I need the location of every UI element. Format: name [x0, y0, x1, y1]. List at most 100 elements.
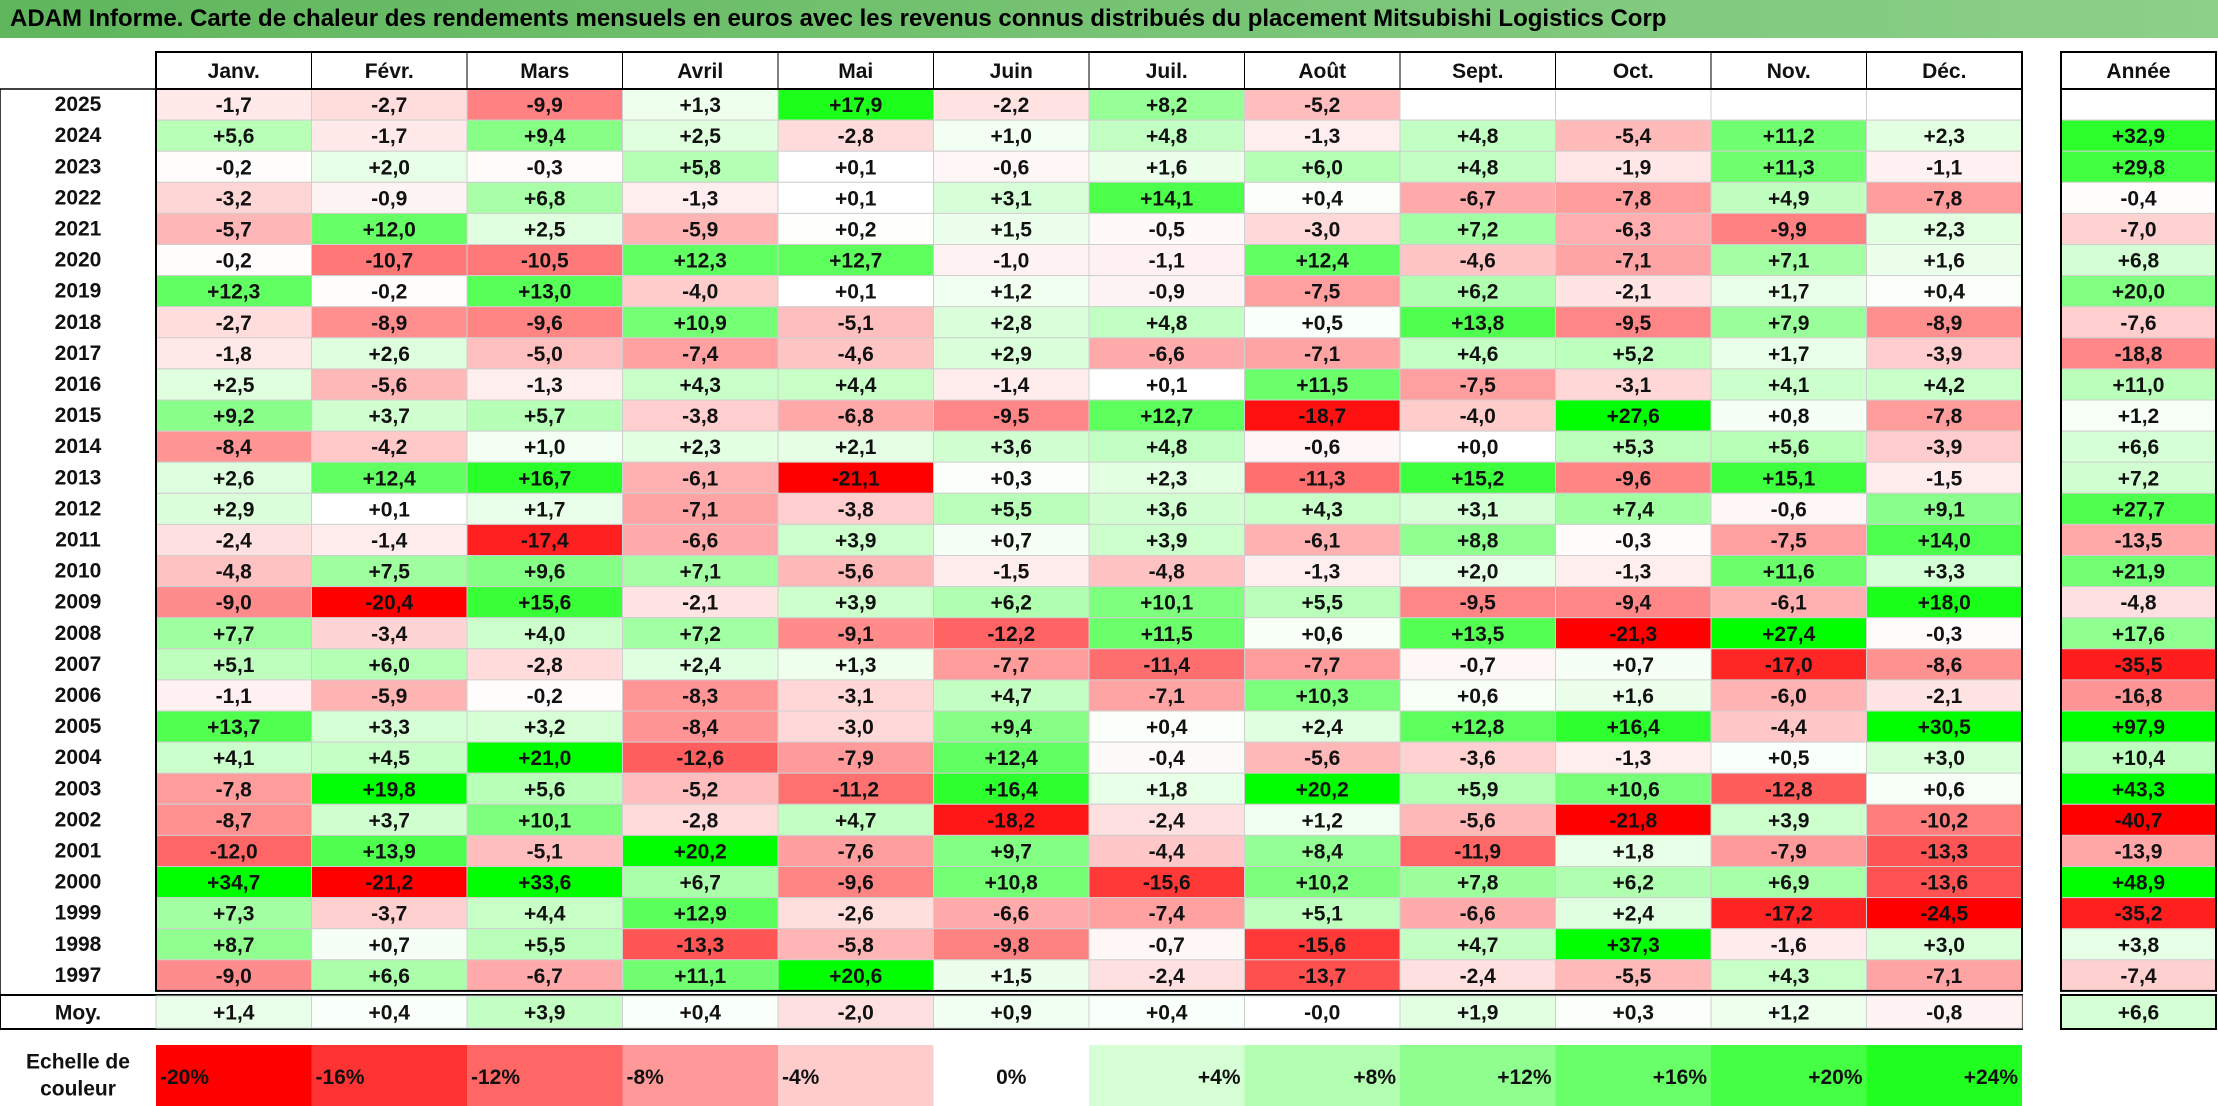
heatmap-cell: [1399, 523, 1556, 557]
heatmap-cell: [466, 866, 623, 899]
heatmap-cell: [622, 866, 779, 899]
cell-value: +0,6: [1457, 685, 1498, 708]
heatmap-cell: [777, 461, 934, 494]
heatmap-cell: [466, 244, 623, 277]
cell-value: +9,2: [213, 405, 254, 428]
heatmap-cell: [1399, 555, 1556, 588]
heatmap-cell: [1710, 150, 1867, 183]
month-header-5: Mai: [838, 60, 873, 83]
color-scale-stop: -12%: [471, 1066, 520, 1089]
annual-value: -0,4: [2120, 187, 2157, 210]
cell-value: -13,7: [1298, 965, 1346, 988]
cell-value: +4,7: [1457, 934, 1498, 957]
heatmap-cell: [1244, 399, 1401, 432]
cell-value: +4,3: [1768, 965, 1809, 988]
cell-value: +3,9: [835, 529, 876, 552]
cell-value: +2,4: [680, 654, 722, 677]
annual-value: +11,0: [2113, 374, 2165, 397]
heatmap-cell: [311, 181, 468, 214]
color-scale-label-line2: couleur: [40, 1078, 116, 1101]
heatmap-cell: [1710, 88, 1867, 121]
cell-value: +3,9: [1768, 809, 1809, 832]
cell-value: -1,3: [1304, 125, 1340, 148]
cell-value: +5,1: [1302, 903, 1344, 926]
average-cell: [933, 995, 1090, 1029]
color-scale-stop: 0%: [996, 1066, 1027, 1089]
cell-value: +1,2: [991, 281, 1032, 304]
cell-value: +6,0: [1302, 156, 1343, 179]
cell-value: +37,3: [1607, 934, 1660, 957]
heatmap-cell: [622, 928, 779, 961]
color-scale-stop: +12%: [1497, 1066, 1552, 1089]
heatmap-cell: [311, 368, 468, 401]
cell-value: +2,1: [835, 436, 877, 459]
cell-value: -5,1: [527, 840, 564, 863]
heatmap-cell: [1088, 368, 1245, 401]
heatmap-cell: [1866, 430, 2023, 463]
cell-value: -10,5: [521, 250, 569, 273]
cell-value: -2,1: [682, 592, 719, 615]
heatmap-cell: [933, 88, 1090, 121]
cell-value: +11,5: [1141, 623, 1193, 646]
annual-value: -16,8: [2115, 685, 2163, 708]
heatmap-cell: [466, 679, 623, 712]
cell-value: +1,2: [1302, 809, 1343, 832]
heatmap-cell: [1399, 337, 1556, 370]
cell-value: -3,8: [682, 405, 719, 428]
average-cell: [777, 995, 934, 1029]
cell-value: -1,3: [1615, 561, 1651, 584]
annual-cell: [2060, 119, 2217, 152]
cell-value: +9,4: [991, 716, 1033, 739]
heatmap-cell: [933, 741, 1090, 774]
cell-value: +2,6: [213, 467, 254, 490]
cell-value: +1,0: [991, 125, 1032, 148]
cell-value: -13,6: [1920, 872, 1968, 895]
heatmap-cell: [1088, 523, 1245, 557]
heatmap-cell: [1244, 803, 1401, 836]
heatmap-cell: [1399, 866, 1556, 899]
cell-value: +10,6: [1607, 778, 1660, 801]
cell-value: +0,4: [1302, 187, 1344, 210]
cell-value: +5,2: [1613, 343, 1654, 366]
heatmap-cell: [933, 959, 1090, 992]
heatmap-cell: [466, 492, 623, 525]
color-scale-stop: -8%: [627, 1066, 665, 1089]
heatmap-cell: [1399, 430, 1556, 463]
heatmap-cell: [777, 679, 934, 712]
heatmap-cell: [1088, 150, 1245, 183]
cell-value: +7,9: [1768, 312, 1809, 335]
cell-value: -0,3: [1615, 529, 1651, 552]
heatmap-cell: [311, 586, 468, 619]
heatmap-cell: [155, 741, 312, 774]
heatmap-cell: [1866, 617, 2023, 650]
heatmap-cell: [311, 866, 468, 899]
heatmap-cell: [1555, 430, 1712, 463]
heatmap-cell: [777, 306, 934, 339]
heatmap-cell: [311, 648, 468, 681]
cell-value: +1,7: [1768, 281, 1809, 304]
month-header-4: Avril: [677, 60, 723, 83]
heatmap-cell: [777, 928, 934, 961]
cell-value: +3,3: [369, 716, 410, 739]
annual-value: -7,6: [2120, 312, 2156, 335]
average-value: -0,0: [1304, 1002, 1340, 1025]
heatmap-cell: [622, 648, 779, 681]
cell-value: +0,1: [369, 498, 411, 521]
annual-value: +1,2: [2118, 405, 2159, 428]
cell-value: -4,6: [838, 343, 874, 366]
heatmap-cell: [1710, 492, 1867, 525]
row-year-label: 1998: [55, 933, 102, 956]
heatmap-cell: [1088, 710, 1245, 743]
cell-value: +11,6: [1763, 561, 1815, 584]
cell-value: -0,2: [216, 156, 252, 179]
average-value: +1,4: [213, 1002, 255, 1025]
heatmap-cell: [1244, 119, 1401, 152]
cell-value: +11,1: [674, 965, 726, 988]
cell-value: -0,3: [527, 156, 563, 179]
heatmap-cell: [1555, 150, 1712, 183]
cell-value: +2,9: [213, 498, 254, 521]
cell-value: +2,5: [524, 218, 566, 241]
cell-value: +1,0: [524, 436, 565, 459]
heatmap-cell: [1710, 461, 1867, 494]
cell-value: +2,6: [369, 343, 410, 366]
